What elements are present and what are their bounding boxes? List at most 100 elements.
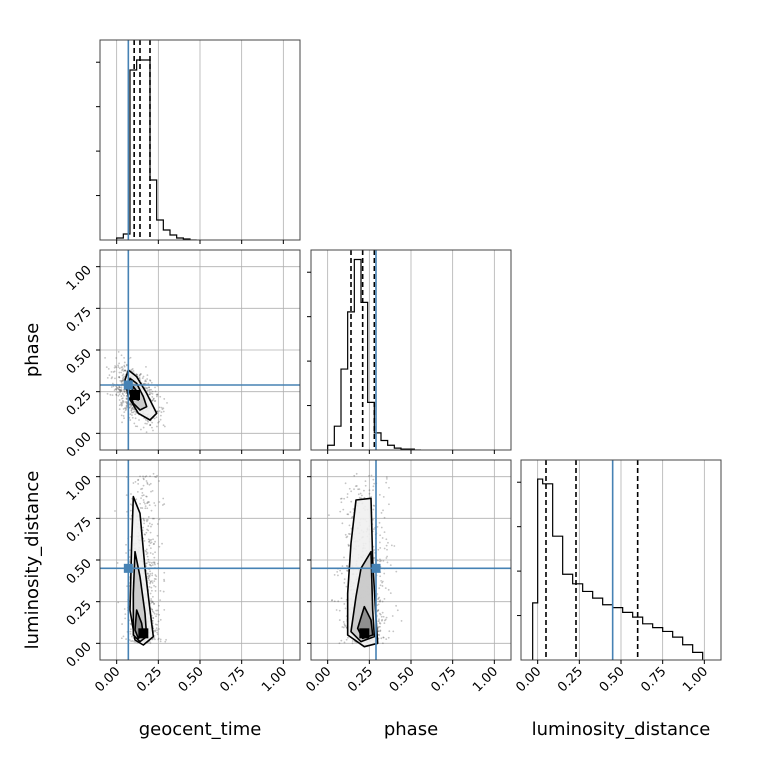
scatter-point [129,413,132,416]
scatter-point [145,553,148,556]
y-axis-label-phase: phase [22,323,43,377]
scatter-point [151,608,153,611]
scatter-point [118,376,121,379]
scatter-point [368,492,371,495]
scatter-point [142,499,145,501]
x-tick-label: 0.50 [387,664,418,695]
scatter-point [383,547,386,550]
scatter-point [151,572,154,575]
scatter-point [379,629,382,632]
scatter-point [142,517,145,520]
scatter-point [130,628,132,631]
scatter-point [138,419,140,421]
scatter-point [112,371,115,373]
scatter-point [116,562,119,564]
scatter-point [119,390,121,393]
scatter-point [146,575,149,578]
scatter-point [123,361,126,364]
x-tick-label: 1.00 [259,664,290,695]
scatter-point [156,410,159,413]
scatter-point [147,538,150,541]
scatter-point [122,415,125,417]
scatter-point [364,480,367,483]
scatter-point [358,488,361,491]
x-tick-label: 0.75 [217,664,248,695]
scatter-point [378,634,381,636]
scatter-point [114,388,117,390]
scatter-point [337,574,339,577]
scatter-point [373,556,376,559]
y-tick-label: 0.25 [64,388,95,419]
scatter-point [147,577,149,580]
scatter-point [147,382,150,385]
scatter-point [143,501,145,504]
scatter-point [144,380,147,383]
scatter-point [122,400,125,403]
scatter-point [153,562,156,565]
scatter-point [351,640,354,642]
scatter-point [145,431,148,434]
scatter-point [150,564,153,567]
scatter-point [118,375,120,378]
scatter-point [385,638,388,641]
scatter-point [146,519,149,521]
scatter-point [123,411,126,414]
scatter-point [344,533,347,536]
scatter-point [143,540,146,542]
scatter-point [146,555,149,558]
scatter-point [146,374,149,376]
scatter-point [140,488,142,490]
scatter-point [152,399,154,402]
scatter-point [342,508,345,511]
scatter-point [380,512,383,514]
scatter-point [148,544,151,547]
scatter-point [156,395,158,398]
y-tick-label: 1.00 [64,263,95,294]
y-tick-label: 1.00 [64,473,95,504]
scatter-point [117,388,120,391]
scatter-point [376,593,379,595]
scatter-point [378,612,381,615]
scatter-point [151,489,154,492]
scatter-point [124,390,126,393]
scatter-point [125,494,128,497]
scatter-point [129,419,132,421]
scatter-point [125,408,128,411]
scatter-point [115,388,118,391]
scatter-point [147,525,150,527]
scatter-point [379,599,382,602]
scatter-point [144,505,147,508]
scatter-point [162,590,165,593]
scatter-point [148,391,151,394]
scatter-point [151,608,154,611]
scatter-point [161,504,164,506]
scatter-point [144,533,146,536]
scatter-point [160,406,163,409]
scatter-point [148,483,151,486]
scatter-point [123,369,126,372]
scatter-point [393,545,396,547]
scatter-point [125,395,128,398]
scatter-point [115,394,118,396]
scatter-point [379,558,381,561]
scatter-point [145,531,148,534]
scatter-point [368,489,371,492]
scatter-point [123,608,126,610]
scatter-point [122,408,125,410]
scatter-point [120,388,123,391]
scatter-point [125,392,128,395]
scatter-point [119,389,122,392]
scatter-point [112,385,115,388]
scatter-point [351,642,354,645]
scatter-point [118,367,121,370]
scatter-point [107,367,110,370]
scatter-point [158,518,161,521]
x-tick-label: 0.25 [555,664,586,695]
scatter-point [372,489,374,492]
x-tick-label: 1.00 [470,664,501,695]
scatter-point [354,485,357,488]
axis-label-layer: geocent_time phase luminosity_distancephas… [22,323,710,740]
scatter-point [351,516,353,519]
scatter-point [146,419,149,422]
scatter-point [155,476,158,479]
